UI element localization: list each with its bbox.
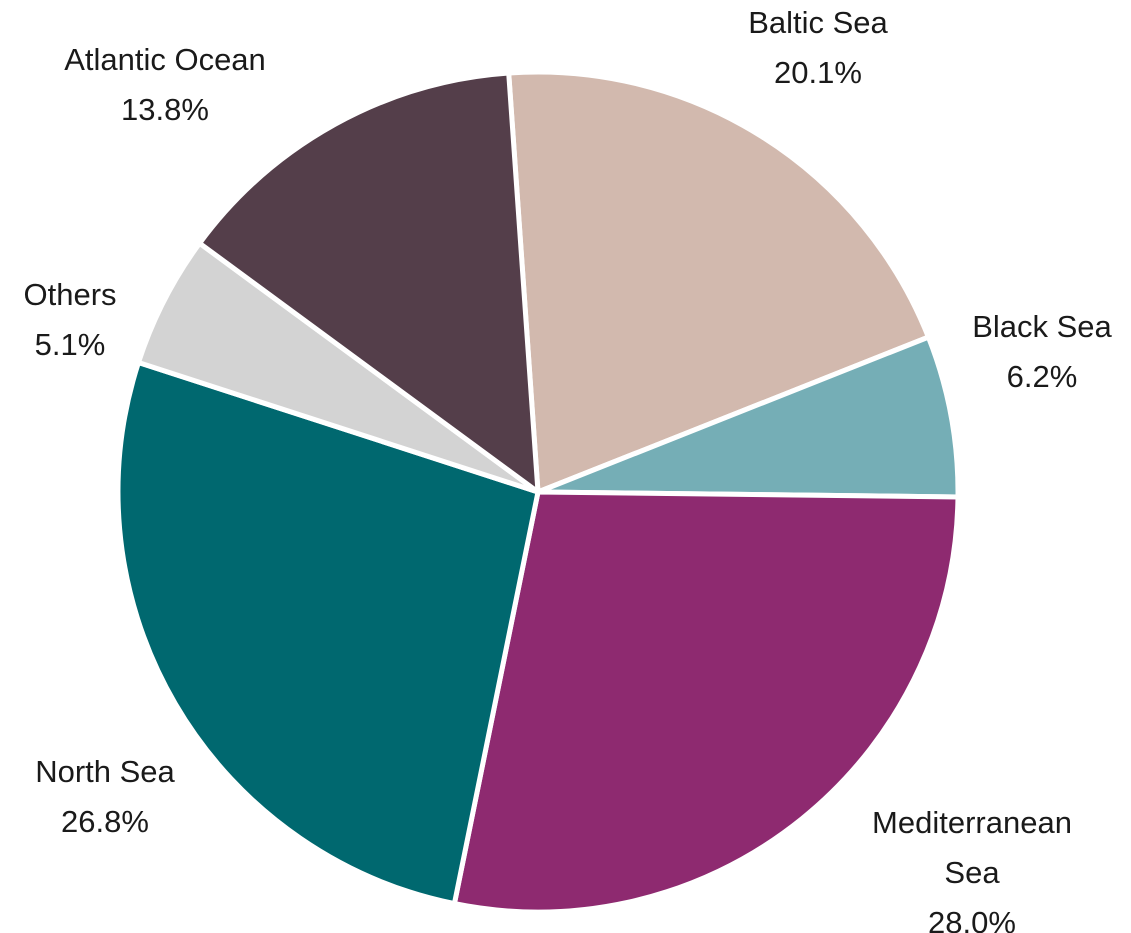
slice-value-label: 5.1% [35, 327, 106, 362]
pie-slices [115, 69, 961, 915]
slice-name-label: Mediterranean [872, 805, 1072, 840]
slice-name-label: North Sea [35, 754, 175, 789]
slice-name-label: Atlantic Ocean [64, 42, 266, 77]
slice-name-label: Sea [944, 855, 1000, 890]
slice-value-label: 6.2% [1007, 359, 1078, 394]
slice-value-label: 20.1% [774, 55, 862, 90]
slice-name-label: Baltic Sea [748, 5, 888, 40]
pie-slice-mediterranean-sea [451, 489, 961, 915]
slice-value-label: 26.8% [61, 804, 149, 839]
slice-name-label: Others [23, 277, 116, 312]
slice-value-label: 13.8% [121, 92, 209, 127]
slice-value-label: 28.0% [928, 905, 1016, 933]
pie-slice-north-sea [115, 359, 541, 907]
pie-slice-atlantic-ocean [197, 70, 541, 495]
pie-slice-baltic-sea [506, 69, 931, 495]
slice-labels: Baltic Sea 20.1% Black Sea 6.2% Mediterranea… [23, 5, 1112, 933]
slice-name-label: Black Sea [972, 309, 1112, 344]
pie-slice-black-sea [535, 334, 961, 500]
